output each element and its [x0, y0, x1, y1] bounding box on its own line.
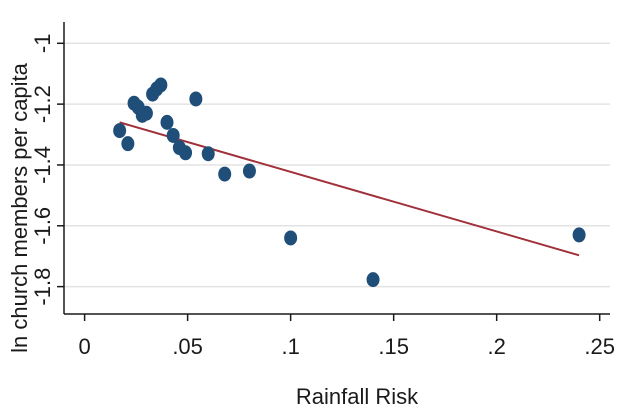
data-point: [366, 272, 380, 288]
data-point: [113, 123, 127, 139]
y-tick-label: -1.2: [30, 85, 55, 123]
fitted-line: [119, 121, 580, 257]
x-tick-label: .05: [172, 334, 203, 359]
data-point: [160, 114, 174, 130]
x-tick-label: .25: [584, 334, 615, 359]
data-point: [139, 105, 153, 121]
data-points: [113, 77, 586, 288]
tick-labels: -1.8 -1.6 -1.4 -1.2 -1 0 .05 .1 .15 .2 .25: [30, 34, 615, 359]
data-point: [189, 91, 203, 107]
y-tick-label: -1: [30, 34, 55, 54]
x-tick-label: .1: [281, 334, 299, 359]
data-point: [179, 145, 193, 161]
data-point: [154, 77, 168, 93]
gridlines: [64, 42, 610, 288]
data-point: [572, 227, 586, 243]
x-tick-label: .2: [487, 334, 505, 359]
data-point: [242, 163, 256, 179]
y-tick-label: -1.4: [30, 146, 55, 184]
fit-line-layer: [119, 121, 580, 257]
y-axis-title: ln church members per capita: [7, 62, 32, 353]
data-point: [201, 146, 215, 162]
data-point: [166, 127, 180, 143]
x-tick-label: 0: [78, 334, 90, 359]
y-tick-label: -1.8: [30, 268, 55, 306]
y-tick-label: -1.6: [30, 207, 55, 245]
axes: [57, 22, 610, 321]
data-point: [218, 166, 232, 182]
data-point: [121, 136, 135, 152]
data-point: [284, 230, 298, 246]
x-tick-label: .15: [378, 334, 409, 359]
x-axis-title: Rainfall Risk: [296, 384, 419, 409]
